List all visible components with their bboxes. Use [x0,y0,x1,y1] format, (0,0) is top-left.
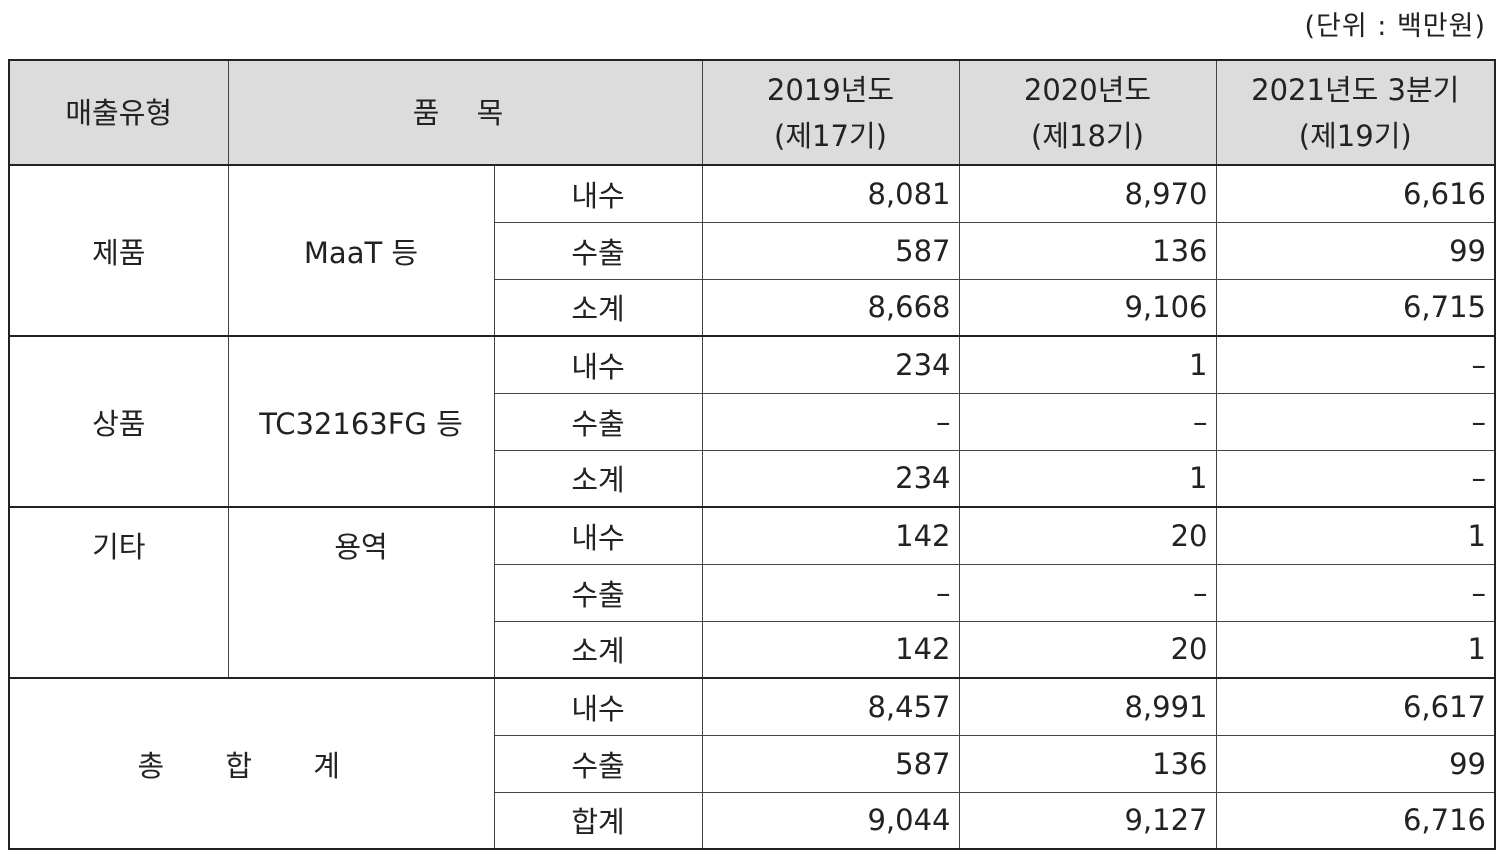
header-2019-period: (제17기) [774,118,887,153]
kind-cell: 수출 [493,392,703,451]
value-2019: – [701,392,960,451]
kind-cell: 내수 [493,506,703,565]
value-2021: – [1215,335,1496,394]
header-2021-year: 2021년도 3분기 [1251,72,1460,107]
value-2019: 587 [701,734,960,793]
value-2020: 8,991 [958,677,1217,736]
value-2020: 9,127 [958,791,1217,850]
value-2019: 587 [701,221,960,280]
value-2019: 8,457 [701,677,960,736]
value-2021: 6,617 [1215,677,1496,736]
header-2020-period: (제18기) [1031,118,1144,153]
value-2020: 9,106 [958,278,1217,337]
value-2021: 1 [1215,620,1496,679]
kind-cell: 소계 [493,449,703,508]
value-2021: 6,715 [1215,278,1496,337]
header-row: 매출유형 품 목 2019년도 (제17기) 2020년도 (제18기) 202… [8,59,1496,166]
grand-total-label: 총 합 계 [8,677,495,850]
value-2020: 1 [958,335,1217,394]
category-cell: 제품 [8,164,229,337]
header-sales-type: 매출유형 [8,59,229,166]
header-2020: 2020년도 (제18기) [958,59,1217,166]
header-2020-year: 2020년도 [1023,72,1152,107]
kind-cell: 소계 [493,278,703,337]
value-2020: 136 [958,221,1217,280]
kind-cell: 내수 [493,164,703,223]
group-merchandise: 상품 TC32163FG 등 내수 234 1 – 수출 – – – 소계 23… [8,335,1496,508]
value-2019: 9,044 [701,791,960,850]
table-row: 소계 234 1 – [9,449,1496,508]
kind-cell: 수출 [493,221,703,280]
value-2020: 8,970 [958,164,1217,223]
sales-table: 매출유형 품 목 2019년도 (제17기) 2020년도 (제18기) 202… [8,59,1496,850]
unit-note: (단위 : 백만원) [1304,11,1486,42]
value-2020: – [958,392,1217,451]
value-2021: – [1215,563,1496,622]
value-2020: 1 [958,449,1217,508]
category-cell: 기타 [8,506,229,679]
header-2021-period: (제19기) [1298,118,1412,153]
product-cell: TC32163FG 등 [227,335,495,508]
product-cell: MaaT 등 [227,164,495,337]
category-cell: 상품 [8,335,229,508]
group-total: 총 합 계 내수 8,457 8,991 6,617 수출 587 136 99… [8,677,1496,850]
kind-cell: 내수 [493,335,703,394]
value-2021: 1 [1215,506,1496,565]
value-2019: 234 [701,449,960,508]
group-products: 제품 MaaT 등 내수 8,081 8,970 6,616 수출 587 13… [8,164,1496,337]
kind-cell: 내수 [493,677,703,736]
value-2020: 20 [958,506,1217,565]
product-cell: 용역 [227,506,495,679]
value-2019: 142 [701,620,960,679]
value-2020: 136 [958,734,1217,793]
kind-cell: 소계 [493,620,703,679]
table-row: 소계 142 20 1 [9,620,1496,679]
table-row: 합계 9,044 9,127 6,716 [9,791,1496,850]
value-2019: 8,668 [701,278,960,337]
value-2019: 142 [701,506,960,565]
table-row: 수출 587 136 99 [9,734,1496,793]
header-2021: 2021년도 3분기 (제19기) [1215,59,1496,166]
header-item: 품 목 [227,59,703,166]
value-2021: 99 [1215,734,1496,793]
value-2021: 6,616 [1215,164,1496,223]
table-row: 상품 TC32163FG 등 내수 234 1 – [8,335,1496,508]
table-row: 총 합 계 내수 8,457 8,991 6,617 [8,677,1496,850]
table-row: 제품 MaaT 등 내수 8,081 8,970 6,616 [8,164,1496,337]
value-2019: 8,081 [701,164,960,223]
value-2020: – [958,563,1217,622]
value-2021: 6,716 [1215,791,1496,850]
table-row: 수출 – – – [9,563,1496,622]
value-2021: – [1215,392,1496,451]
value-2021: 99 [1215,221,1496,280]
value-2019: 234 [701,335,960,394]
table-row: 기타 용역 내수 142 20 1 [8,506,1496,679]
group-other: 기타 용역 내수 142 20 1 수출 – – – 소계 142 20 1 [8,506,1496,679]
kind-cell: 수출 [493,734,703,793]
value-2020: 20 [958,620,1217,679]
value-2019: – [701,563,960,622]
value-2021: – [1215,449,1496,508]
table-row: 수출 – – – [9,392,1496,451]
kind-cell: 수출 [493,563,703,622]
header-2019: 2019년도 (제17기) [701,59,960,166]
header-2019-year: 2019년도 [766,72,895,107]
kind-cell: 합계 [493,791,703,850]
